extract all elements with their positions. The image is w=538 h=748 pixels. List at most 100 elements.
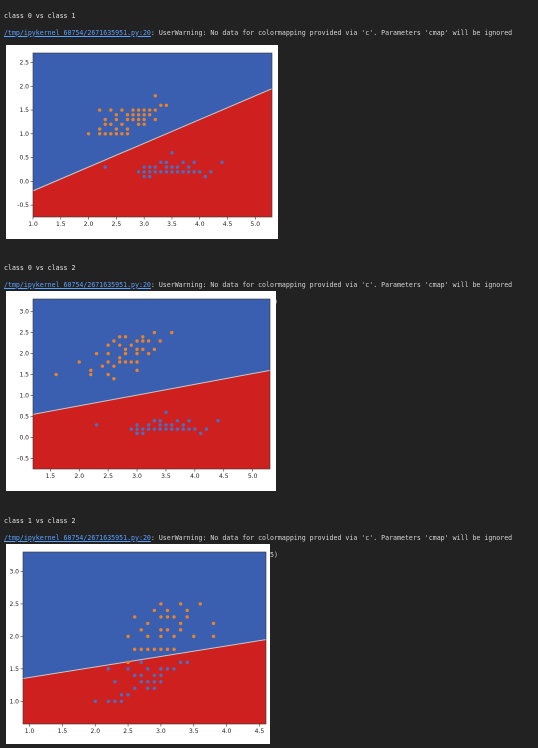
- blue-data-point: [146, 667, 150, 671]
- warning-link[interactable]: /tmp/ipykernel_60754/2671635951.py:20: [4, 28, 151, 37]
- orange-data-point: [165, 628, 170, 632]
- blue-data-point: [119, 699, 124, 703]
- y-tick-label: 0.0: [19, 178, 29, 185]
- orange-data-point: [118, 335, 122, 339]
- blue-data-point: [139, 673, 143, 678]
- blue-data-point: [164, 165, 169, 169]
- y-tick-label: 2.5: [19, 330, 29, 337]
- orange-data-point: [112, 339, 116, 343]
- orange-data-point: [123, 360, 128, 364]
- blue-data-point: [139, 660, 143, 665]
- warning-link[interactable]: /tmp/ipykernel_60754/2671635951.py:20: [4, 280, 151, 289]
- blue-data-point: [181, 170, 185, 174]
- orange-data-point: [106, 351, 110, 356]
- scatter-chart-3: 1.0 1.5 2.0 2.5 3.0 3.5 4.0 4.5 1.0 1.5 2.0 2.5 3.0: [9, 551, 267, 735]
- orange-data-point: [129, 360, 133, 364]
- blue-data-point: [185, 660, 189, 665]
- blue-data-point: [146, 686, 150, 691]
- x-tick-label: 1.0: [28, 221, 38, 228]
- x-tick-label: 5.0: [248, 473, 258, 480]
- orange-data-point: [77, 360, 81, 364]
- orange-data-point: [114, 117, 119, 122]
- warning-text: : UserWarning: No data for colormapping …: [150, 28, 513, 37]
- orange-data-point: [103, 117, 107, 122]
- orange-data-point: [153, 94, 157, 98]
- blue-data-point: [209, 170, 213, 174]
- orange-data-point: [135, 351, 139, 356]
- orange-data-point: [118, 360, 122, 364]
- orange-data-point: [152, 647, 157, 652]
- orange-data-point: [106, 372, 110, 377]
- lower-decision-region: [33, 88, 272, 217]
- orange-data-point: [136, 113, 141, 117]
- blue-data-point: [187, 419, 191, 423]
- orange-data-point: [158, 339, 162, 343]
- orange-data-point: [185, 608, 189, 613]
- blue-data-point: [159, 667, 163, 671]
- blue-data-point: [172, 667, 176, 671]
- blue-data-point: [132, 673, 137, 678]
- blue-data-point: [193, 427, 197, 431]
- blue-data-point: [152, 686, 157, 691]
- orange-data-point: [132, 647, 137, 652]
- y-tick-label: 3.0: [9, 568, 19, 575]
- blue-data-point: [152, 673, 157, 678]
- orange-data-point: [125, 113, 130, 117]
- x-tick-label: 2.0: [84, 221, 94, 228]
- blue-data-point: [170, 427, 174, 431]
- warning-text: : UserWarning: No data for colormapping …: [150, 280, 513, 289]
- orange-data-point: [152, 347, 157, 352]
- orange-data-point: [103, 132, 107, 136]
- blue-data-point: [93, 699, 97, 703]
- orange-data-point: [136, 117, 141, 122]
- x-tick-label: 3.0: [139, 221, 149, 228]
- plot-area: [33, 53, 272, 217]
- y-tick-label: 1.0: [19, 393, 29, 400]
- orange-data-point: [164, 103, 169, 107]
- x-tick-label: 4.5: [223, 221, 233, 228]
- x-tick-label: 4.0: [195, 221, 205, 228]
- plot-image-1: 1.0 1.5 2.0 2.5 3.0 3.5 4.0 4.5 5.0 -0.5 0.0 0.5 1.0…: [6, 45, 278, 239]
- warning-text: : UserWarning: No data for colormapping …: [150, 533, 513, 542]
- orange-data-point: [120, 122, 124, 127]
- orange-data-point: [131, 108, 135, 112]
- blue-data-point: [181, 160, 185, 165]
- orange-data-point: [125, 127, 130, 131]
- orange-data-point: [125, 117, 130, 122]
- x-tick-label: 4.5: [255, 728, 265, 735]
- x-tick-label: 2.5: [103, 473, 113, 480]
- orange-data-point: [211, 621, 216, 626]
- output-header: class 0 vs class 2: [4, 263, 76, 272]
- y-tick-label: 1.0: [19, 131, 29, 138]
- blue-data-point: [119, 693, 124, 697]
- blue-data-point: [220, 160, 224, 165]
- axes-frame: [32, 298, 271, 470]
- blue-data-point: [198, 431, 203, 436]
- plot-image-2: 1.5 2.0 2.5 3.0 3.5 4.0 4.5 5.0 -0.5 0.0 0.5 1.0 1.5…: [6, 291, 276, 491]
- orange-data-point: [178, 628, 183, 632]
- blue-data-point: [106, 667, 111, 671]
- orange-data-point: [192, 634, 196, 639]
- orange-data-point: [152, 608, 157, 613]
- blue-data-point: [198, 170, 202, 174]
- axes-frame: [22, 551, 267, 725]
- orange-data-point: [125, 132, 130, 136]
- x-tick-label: 4.5: [219, 473, 229, 480]
- y-tick-label: 3.0: [19, 309, 29, 316]
- orange-data-point: [139, 647, 143, 652]
- orange-data-point: [112, 364, 116, 368]
- orange-data-point: [136, 108, 141, 112]
- blue-data-point: [113, 680, 117, 684]
- blue-data-point: [203, 174, 208, 179]
- blue-data-point: [159, 680, 163, 684]
- warning-link[interactable]: /tmp/ipykernel_60754/2671635951.py:20: [4, 533, 151, 542]
- y-tick-label: 1.5: [9, 666, 19, 673]
- orange-data-point: [112, 377, 116, 381]
- orange-data-point: [148, 113, 152, 117]
- y-tick-label: 2.0: [9, 633, 19, 640]
- orange-data-point: [120, 108, 124, 112]
- blue-data-point: [148, 165, 152, 169]
- x-tick-label: 1.0: [25, 728, 35, 735]
- y-tick-label: 1.5: [19, 372, 29, 379]
- orange-data-point: [106, 360, 110, 364]
